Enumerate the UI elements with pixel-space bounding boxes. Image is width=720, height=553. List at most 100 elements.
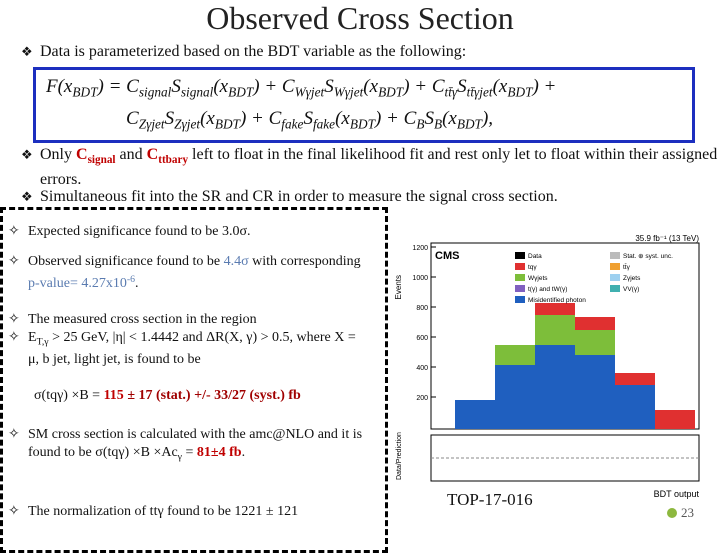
text-run: C [126, 108, 139, 129]
text-run: σ(tqγ) ×B = [34, 388, 104, 403]
item: ET,γ > 25 GeV, |η| < 1.4442 and ΔR(X, γ)… [0, 329, 368, 369]
text-run: The measured cross section in the region [28, 312, 257, 327]
text-run: S [171, 76, 181, 97]
item: SM cross section is calculated with the … [0, 426, 368, 466]
text-run: BDT [507, 84, 533, 100]
slide: Observed Cross Section Data is parameter… [0, 0, 720, 540]
stack-bar [615, 385, 655, 429]
stack-bar [575, 355, 615, 429]
text-run: and [115, 146, 147, 163]
text-run: Simultaneous fit into the SR and CR in o… [40, 188, 558, 205]
text-run: B [433, 116, 443, 132]
text-run: > 25 GeV, |η| < 1.4442 and ΔR(X, γ) > 0.… [28, 330, 356, 368]
legend-swatch [515, 285, 525, 292]
text-run: BDT [228, 84, 254, 100]
text-run: BDT [456, 116, 482, 132]
page-number: 23 [681, 505, 694, 520]
legend-label: Wγjets [528, 275, 548, 282]
stack [455, 303, 695, 429]
stack-bar [655, 410, 695, 429]
stack-bar [615, 373, 655, 385]
text-run: signal [138, 84, 172, 100]
item: The normalization of ttγ found to be 122… [0, 503, 368, 521]
text-run: signal [180, 84, 214, 100]
text-run: Zγjet [174, 116, 201, 132]
ratio-label: Data/Prediction [396, 432, 403, 480]
text-run: ) + C [239, 108, 282, 129]
legend-swatch [515, 296, 525, 303]
text-run: Only [40, 146, 76, 163]
formula-box: F(xBDT) = CsignalSsignal(xBDT) + CWγjetS… [33, 67, 695, 143]
text-run: S [324, 76, 334, 97]
legend-label: Data [528, 253, 542, 260]
legend-label: t(γ) and tW(γ) [528, 286, 567, 293]
text-run: F(x [46, 76, 73, 97]
legend-label: Zγjets [623, 275, 641, 282]
slide-title: Observed Cross Section [206, 0, 514, 36]
text-run: . [241, 445, 246, 460]
text-run: E [28, 330, 37, 345]
text-run: S [164, 108, 175, 129]
text-run: ttbary [158, 153, 189, 166]
y-ticks: 1200 1000 800 600 400 200 [412, 245, 436, 402]
y-tick-label: 200 [416, 395, 428, 402]
legend-label: tt̄γ [623, 263, 631, 271]
stack-bar [535, 345, 575, 429]
text-run: Wγjet [294, 84, 325, 100]
legend-swatch [515, 263, 525, 270]
legend-label: Misidentified photon [528, 297, 586, 304]
text-run: Zγjet [138, 116, 165, 132]
text-run: BDT [72, 84, 98, 100]
text-run: S [424, 108, 434, 129]
y-tick-label: 1000 [412, 275, 428, 282]
text-run: BDT [378, 84, 404, 100]
text-run: fake [312, 116, 336, 132]
text-run: ± 17 (stat.) +/- [123, 388, 215, 403]
item: Expected significance found to be 3.0σ. [0, 223, 368, 241]
text-run: C [76, 146, 88, 163]
experiment: CMS [435, 250, 459, 262]
stack-bar [535, 303, 575, 315]
page-dot [667, 508, 677, 518]
stack-bar [575, 317, 615, 330]
bullet: Only Csignal and Cttbary left to float i… [18, 145, 720, 190]
text-run: (x [213, 76, 229, 97]
text-run: (x [335, 108, 350, 129]
bullet: Simultaneous fit into the SR and CR in o… [18, 187, 720, 207]
text-run: 4.4σ [223, 254, 249, 269]
text-run: left to float in the final likelihood fi… [40, 146, 718, 188]
text-run: ), [481, 108, 494, 129]
text-run: The normalization of ttγ found to be 122… [28, 504, 299, 519]
stack-bar [535, 315, 575, 345]
text-run: ) + C [374, 108, 417, 129]
text-run: with corresponding [248, 254, 361, 269]
y-tick-label: 800 [416, 305, 428, 312]
stack-bar [495, 345, 535, 365]
text-run: fake [281, 116, 304, 132]
cms-plot: Events Data/Prediction CMS 35.9 fb⁻¹ (13… [395, 235, 707, 507]
legend-swatch [515, 252, 525, 259]
text-run: ) + C [403, 76, 445, 97]
text-run: 115 [103, 388, 124, 403]
text-run: = [182, 445, 197, 460]
text-run: ) + [532, 76, 557, 97]
text-run: (x [363, 76, 379, 97]
item: The measured cross section in the region [0, 311, 368, 329]
legend-swatch [515, 274, 525, 281]
intro: Data is parameterized based on the BDT v… [18, 42, 466, 62]
text-run: (x [442, 108, 457, 129]
y-tick-label: 1200 [412, 245, 428, 252]
text-run: SM cross section is calculated with the … [28, 427, 363, 460]
text-run: tt̄γjet [466, 84, 493, 100]
y-tick-label: 400 [416, 365, 428, 372]
text-run: Data is parameterized based on the BDT v… [40, 43, 467, 60]
item: Observed significance found to be 4.4σ w… [0, 253, 368, 293]
legend-swatch [610, 285, 620, 292]
text-run: Observed significance found to be [28, 254, 224, 269]
text-run: (x [492, 76, 508, 97]
result: σ(tqγ) ×B = 115 ± 17 (stat.) +/- 33/27 (… [34, 388, 301, 404]
legend-swatch [610, 252, 620, 259]
text-run: Wγjet [333, 84, 364, 100]
text-run: ) + C [253, 76, 295, 97]
legend: Data Stat. ⊕ syst. unc. tqγ tt̄γ Wγjets Zγjet… [515, 252, 673, 304]
